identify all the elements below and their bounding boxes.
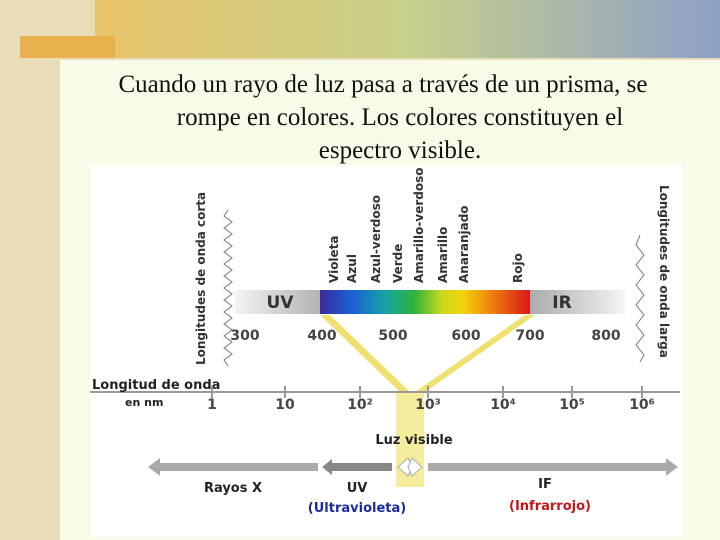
projection-line — [320, 315, 410, 392]
nm-tick-label: 500 — [378, 328, 407, 344]
nm-tick-label: 300 — [230, 328, 259, 344]
axis-tick-label: 10³ — [415, 397, 441, 413]
band-arrow — [407, 457, 423, 477]
axis-tick-label: 10 — [275, 397, 295, 413]
axis-tick-label: 10² — [347, 397, 373, 413]
long-wave-label: Longitudes de onda larga — [657, 185, 671, 358]
header-decoration — [95, 0, 720, 58]
axis-tick-label: 10⁵ — [559, 397, 585, 413]
axis-unit: en nm — [125, 396, 163, 409]
color-label: Amarillo — [436, 227, 450, 283]
nm-tick-label: 400 — [307, 328, 336, 344]
spectrum-diagram: Longitudes de onda corta Longitudes de o… — [90, 165, 683, 537]
color-label: Violeta — [327, 235, 341, 283]
band-name: UV — [347, 481, 368, 496]
axis-tick-label: 1 — [207, 397, 217, 413]
nm-tick-label: 800 — [591, 328, 620, 344]
uv-label: UV — [267, 293, 295, 313]
color-label: Anaranjado — [457, 205, 471, 283]
wave-zigzag — [635, 234, 645, 363]
nm-tick-label: 700 — [515, 328, 544, 344]
band-note: (Infrarrojo) — [509, 499, 591, 514]
color-label: Rojo — [511, 253, 525, 283]
visible-band — [320, 290, 530, 314]
projection-line — [415, 315, 535, 392]
color-label: Azul — [345, 254, 359, 283]
color-label: Amarillo-verdoso — [412, 168, 426, 283]
ir-label: IR — [552, 293, 571, 313]
title-line: rompe en colores. Los colores constituye… — [177, 104, 623, 131]
band-arrow — [148, 458, 318, 476]
axis-label: Longitud de onda — [92, 378, 220, 393]
axis-tick-label: 10⁶ — [629, 397, 655, 413]
nm-tick-label: 600 — [451, 328, 480, 344]
wave-zigzag — [223, 209, 233, 367]
band-arrow — [428, 458, 678, 476]
title-line: Cuando un rayo de luz pasa a través de u… — [118, 71, 647, 98]
color-label: Verde — [391, 244, 405, 283]
header-accent — [20, 36, 115, 58]
axis-tick-label: 10⁴ — [490, 397, 516, 413]
visible-light-label: Luz visible — [375, 433, 453, 448]
band-name: Rayos X — [204, 481, 262, 496]
title-line: espectro visible. — [319, 137, 481, 164]
band-name: IF — [538, 477, 552, 492]
short-wave-label: Longitudes de onda corta — [194, 192, 208, 365]
band-arrow — [322, 459, 392, 475]
band-note: (Ultravioleta) — [308, 501, 406, 516]
color-label: Azul-verdoso — [369, 195, 383, 283]
